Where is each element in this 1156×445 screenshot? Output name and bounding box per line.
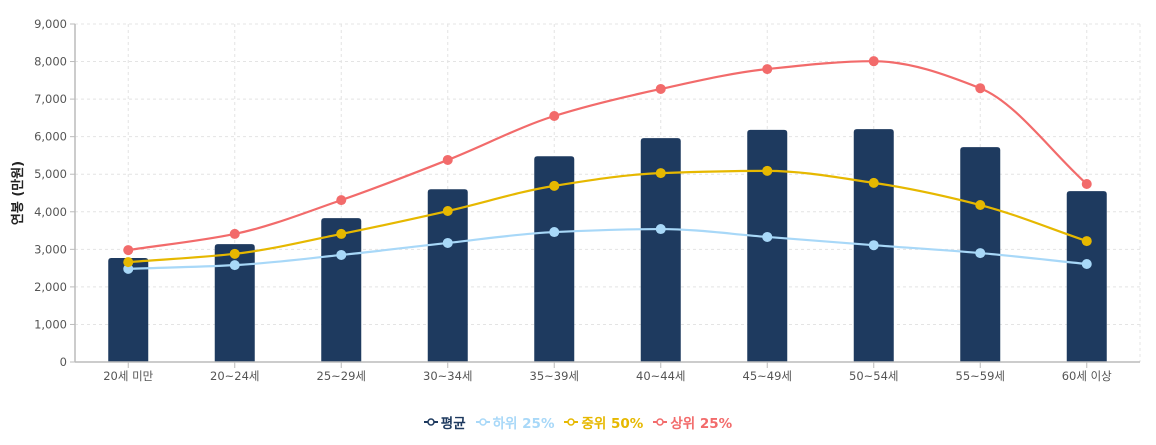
x-tick-label: 35~39세 xyxy=(530,369,579,383)
point-중위 50% xyxy=(549,180,560,191)
legend-marker-icon xyxy=(423,418,438,426)
bar-45~49세 xyxy=(747,129,788,362)
y-axis-label: 연봉 (만원) xyxy=(10,161,26,225)
point-중위 50% xyxy=(762,165,773,176)
lines xyxy=(123,56,1092,274)
point-상위 25% xyxy=(1081,178,1092,189)
point-상위 25% xyxy=(762,64,773,75)
bars xyxy=(108,129,1107,362)
point-중위 50% xyxy=(442,206,453,217)
point-하위 25% xyxy=(229,260,240,271)
bar-35~39세 xyxy=(534,156,575,362)
point-상위 25% xyxy=(123,245,134,256)
bar-20~24세 xyxy=(214,244,255,362)
x-tick-label: 60세 이상 xyxy=(1062,369,1112,383)
point-상위 25% xyxy=(975,83,986,94)
point-중위 50% xyxy=(1081,236,1092,247)
bar-20세 미만 xyxy=(108,257,149,362)
y-tick-label: 7,000 xyxy=(34,92,67,106)
y-tick-label: 9,000 xyxy=(34,17,67,31)
point-상위 25% xyxy=(655,83,666,94)
line-상위 25% xyxy=(128,60,1088,252)
point-하위 25% xyxy=(762,231,773,242)
x-tick-label: 20~24세 xyxy=(210,369,259,383)
legend-label: 중위 50% xyxy=(581,416,644,432)
legend-label: 하위 25% xyxy=(492,416,555,432)
x-tick-label: 20세 미만 xyxy=(103,369,153,383)
point-상위 25% xyxy=(868,56,879,67)
point-하위 25% xyxy=(655,224,666,235)
x-tick-label: 25~29세 xyxy=(317,369,366,383)
bar-30~34세 xyxy=(427,189,468,362)
x-tick-label: 55~59세 xyxy=(956,369,1005,383)
point-하위 25% xyxy=(1081,258,1092,269)
legend-label: 평균 xyxy=(440,416,466,432)
point-중위 50% xyxy=(229,248,240,259)
point-중위 50% xyxy=(336,228,347,239)
legend-item[interactable]: 평균 xyxy=(423,412,466,432)
point-하위 25% xyxy=(868,240,879,251)
point-상위 25% xyxy=(442,154,453,165)
x-tick-label: 30~34세 xyxy=(423,369,472,383)
legend-label: 상위 25% xyxy=(670,416,733,432)
legend-marker-icon xyxy=(564,418,579,426)
point-중위 50% xyxy=(868,177,879,188)
point-상위 25% xyxy=(229,228,240,239)
point-하위 25% xyxy=(442,237,453,248)
line-하위 25% xyxy=(128,227,1087,270)
point-상위 25% xyxy=(549,111,560,122)
point-하위 25% xyxy=(336,249,347,260)
point-중위 50% xyxy=(655,168,666,179)
y-tick-label: 1,000 xyxy=(34,317,67,331)
y-tick-label: 5,000 xyxy=(34,167,67,181)
axes: 0 1,000 2,000 3,000 4,000 5,000 6,000 7,000 8,00… xyxy=(34,17,1140,383)
x-tick-label: 40~44세 xyxy=(636,369,685,383)
point-하위 25% xyxy=(975,248,986,259)
bar-40~44세 xyxy=(640,138,681,362)
point-상위 25% xyxy=(336,195,347,206)
point-하위 25% xyxy=(549,227,560,238)
point-중위 50% xyxy=(123,257,134,268)
legend-item[interactable]: 상위 25% xyxy=(653,412,732,432)
legend-item[interactable]: 중위 50% xyxy=(564,412,643,432)
y-tick-label: 2,000 xyxy=(34,280,67,294)
legend-marker-icon xyxy=(475,418,490,426)
point-중위 50% xyxy=(975,200,986,211)
x-tick-label: 50~54세 xyxy=(849,369,898,383)
line-중위 50% xyxy=(128,169,1088,264)
x-tick-label: 45~49세 xyxy=(743,369,792,383)
y-tick-label: 3,000 xyxy=(34,242,67,256)
bar-60세 이상 xyxy=(1066,191,1107,362)
y-tick-label: 0 xyxy=(60,355,67,369)
y-tick-label: 8,000 xyxy=(34,55,67,69)
legend-marker-icon xyxy=(653,418,668,426)
y-tick-label: 4,000 xyxy=(34,205,67,219)
legend-item[interactable]: 하위 25% xyxy=(475,412,555,432)
y-tick-label: 6,000 xyxy=(34,130,67,144)
legend: 평균 하위 25% 중위 50% 상위 25% xyxy=(0,412,1156,432)
bar-25~29세 xyxy=(321,218,362,362)
